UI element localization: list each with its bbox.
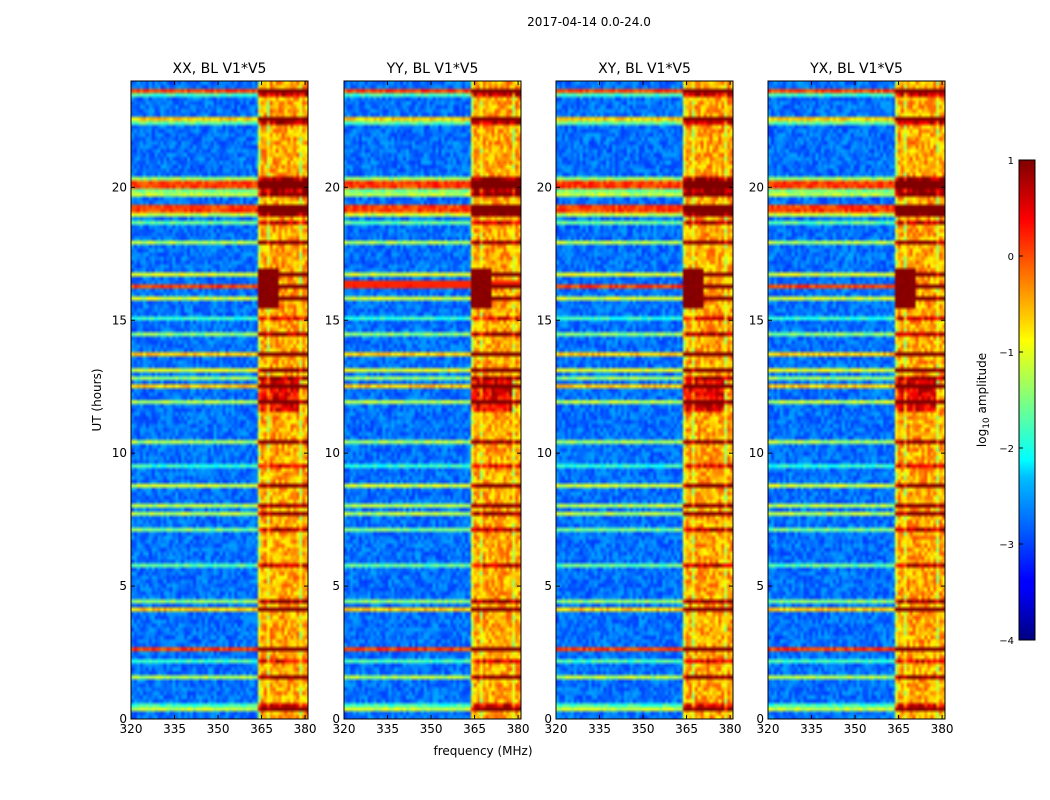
y-tick-label: 5 <box>332 579 340 593</box>
x-tick-label: 380 <box>294 722 317 736</box>
y-tick-label: 5 <box>756 579 764 593</box>
y-tick-label: 5 <box>544 579 552 593</box>
y-tick-label: 20 <box>325 180 340 194</box>
x-tick-label: 335 <box>376 722 399 736</box>
x-tick-label: 350 <box>207 722 230 736</box>
y-tick-label: 20 <box>537 180 552 194</box>
panel-frame <box>555 80 734 720</box>
colorbar-tick-label: 1 <box>1008 156 1014 167</box>
panel-yx: YX, BL V1*V5 320 335 350 365 380 0 5 10 15 20 <box>749 61 954 736</box>
panel-yy: YY, BL V1*V5 320 335 350 365 380 0 5 10 15 20 <box>325 61 530 736</box>
y-tick-label: 5 <box>119 579 127 593</box>
x-tick-label: 365 <box>675 722 698 736</box>
panel-xy: XY, BL V1*V5 320 335 350 365 380 0 5 10 15 20 <box>537 61 742 736</box>
x-tick-label: 380 <box>719 722 742 736</box>
y-tick-label: 10 <box>749 446 764 460</box>
x-tick-label: 365 <box>250 722 273 736</box>
panel-title: YY, BL V1*V5 <box>386 61 479 77</box>
y-tick-label: 15 <box>112 313 127 327</box>
suptitle: 2017-04-14 0.0-24.0 <box>527 15 651 29</box>
x-tick-label: 320 <box>757 722 780 736</box>
x-tick-label: 365 <box>463 722 486 736</box>
y-tick-label: 20 <box>749 180 764 194</box>
x-tick-label: 335 <box>800 722 823 736</box>
y-tick-label: 0 <box>332 712 340 726</box>
x-tick-label: 380 <box>931 722 954 736</box>
panel-title: YX, BL V1*V5 <box>809 61 903 77</box>
x-tick-label: 350 <box>632 722 655 736</box>
heatmap-image <box>344 81 521 719</box>
panel-frame <box>130 80 309 720</box>
y-tick-label: 15 <box>749 313 764 327</box>
y-tick-label: 15 <box>325 313 340 327</box>
panel-title: XX, BL V1*V5 <box>173 61 267 77</box>
panel-xx: XX, BL V1*V5 320 335 350 365 380 0 5 10 15 20 <box>112 61 317 736</box>
x-tick-label: 320 <box>545 722 568 736</box>
x-axis-label: frequency (MHz) <box>433 744 532 758</box>
colorbar-tick-label: −3 <box>999 540 1014 551</box>
y-tick-label: 0 <box>119 712 127 726</box>
y-tick-label: 10 <box>112 446 127 460</box>
heatmap-image <box>768 81 945 719</box>
colorbar-tick-label: −4 <box>999 636 1014 647</box>
colorbar-gradient <box>1018 159 1036 641</box>
colorbar-label-pre: log <box>975 429 989 447</box>
y-axis-label: UT (hours) <box>90 368 104 431</box>
panel-frame <box>343 80 522 720</box>
x-tick-label: 350 <box>420 722 443 736</box>
colorbar-ticks: 1 0 −1 −2 −3 −4 <box>999 156 1023 647</box>
x-tick-label: 320 <box>120 722 143 736</box>
x-tick-label: 335 <box>163 722 186 736</box>
x-tick-label: 320 <box>333 722 356 736</box>
colorbar-tick-label: −2 <box>999 444 1014 455</box>
y-tick-label: 20 <box>112 180 127 194</box>
colorbar-tick-label: −1 <box>999 348 1014 359</box>
panel-frame <box>767 80 946 720</box>
y-tick-label: 15 <box>537 313 552 327</box>
heatmap-image <box>131 81 308 719</box>
y-tick-label: 10 <box>537 446 552 460</box>
x-tick-label: 365 <box>887 722 910 736</box>
x-tick-label: 350 <box>844 722 867 736</box>
y-tick-label: 10 <box>325 446 340 460</box>
y-tick-label: 0 <box>544 712 552 726</box>
y-tick-label: 0 <box>756 712 764 726</box>
colorbar-label-sub: 10 <box>982 417 992 429</box>
colorbar-label: log10 amplitude <box>975 353 992 447</box>
heatmap-image <box>556 81 733 719</box>
panel-title: XY, BL V1*V5 <box>598 61 691 77</box>
colorbar-label-post: amplitude <box>975 353 989 417</box>
x-tick-label: 335 <box>588 722 611 736</box>
x-tick-label: 380 <box>507 722 530 736</box>
colorbar: 10−1−2−3−4 log10 amplitude <box>975 156 1036 647</box>
colorbar-tick-label: 0 <box>1008 252 1014 263</box>
